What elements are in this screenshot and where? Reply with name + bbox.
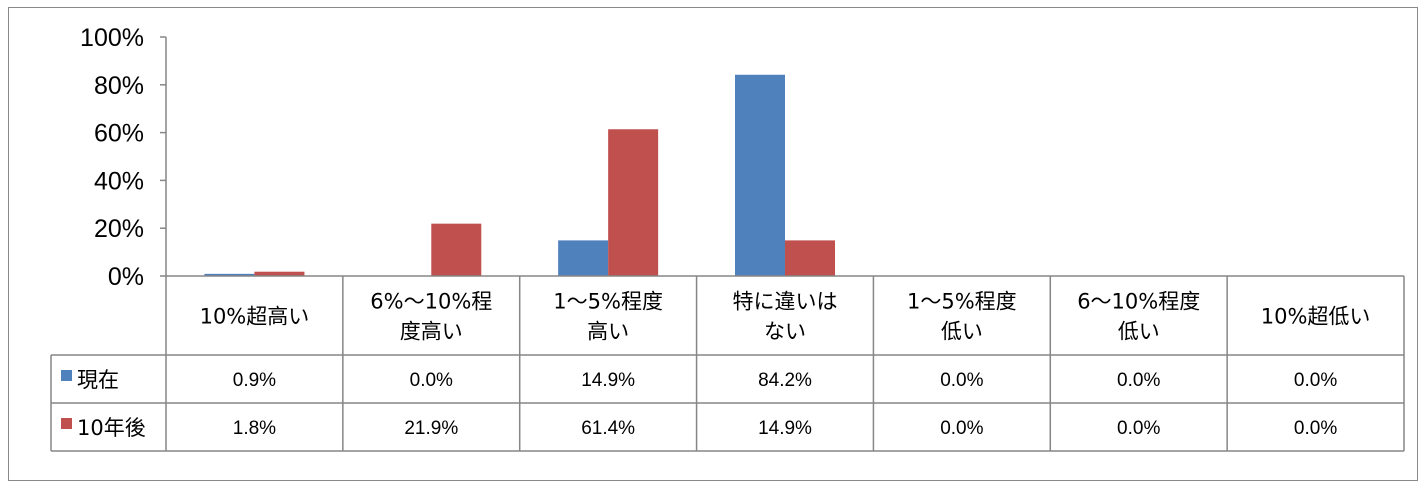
y-tick-label: 80% — [94, 72, 144, 100]
data-label: 0.0% — [1294, 370, 1337, 391]
data-label: 0.0% — [1294, 418, 1337, 439]
category-label: 10%超低い — [1261, 305, 1371, 329]
category-label: 10%超高い — [200, 305, 310, 329]
category-label: 特に違いは — [733, 290, 838, 314]
bars — [204, 74, 835, 277]
bar-current — [558, 240, 609, 276]
bar-future — [785, 240, 835, 276]
chart-frame — [8, 7, 1418, 481]
category-label: 低い — [1118, 320, 1160, 344]
data-label: 14.9% — [581, 370, 635, 391]
category-label: 低い — [941, 320, 983, 344]
y-tick-label: 40% — [94, 167, 144, 195]
bar-current — [204, 273, 255, 276]
category-label: 1～5%程度 — [553, 290, 663, 314]
data-label: 61.4% — [581, 418, 635, 439]
data-label: 0.0% — [410, 370, 453, 391]
category-label: 6～10%程度 — [1077, 290, 1200, 314]
bar-future — [608, 129, 659, 276]
series-name: 現在 — [77, 368, 119, 392]
bar-future — [431, 223, 482, 276]
y-tick-label: 20% — [94, 215, 144, 243]
data-label: 0.0% — [940, 370, 983, 391]
data-label: 0.0% — [1117, 370, 1160, 391]
data-label: 0.0% — [940, 418, 983, 439]
series-name: 10年後 — [77, 416, 146, 440]
bar-future — [254, 271, 305, 276]
data-label: 0.0% — [1117, 418, 1160, 439]
category-label: 度高い — [400, 320, 463, 344]
data-label: 14.9% — [758, 418, 812, 439]
y-tick-label: 60% — [94, 120, 144, 148]
bar-current — [735, 74, 785, 277]
category-label: 6%～10%程 — [370, 290, 492, 314]
category-label: ない — [764, 320, 806, 344]
data-label: 0.9% — [233, 370, 276, 391]
legend-key-current — [61, 370, 72, 381]
legend-key-future — [61, 418, 72, 429]
data-label: 1.8% — [233, 418, 276, 439]
data-label: 84.2% — [758, 370, 812, 391]
data-table: 10%超高い6%～10%程度高い1～5%程度高い特に違いはない1～5%程度低い6… — [50, 275, 1405, 452]
category-label: 1～5%程度 — [907, 290, 1017, 314]
data-label: 21.9% — [404, 418, 458, 439]
y-tick-label: 0% — [108, 263, 144, 291]
category-label: 高い — [587, 320, 629, 344]
y-axis: 0% 20% 40% 60% 80% 100% — [80, 24, 167, 291]
y-tick-label: 100% — [80, 24, 144, 52]
